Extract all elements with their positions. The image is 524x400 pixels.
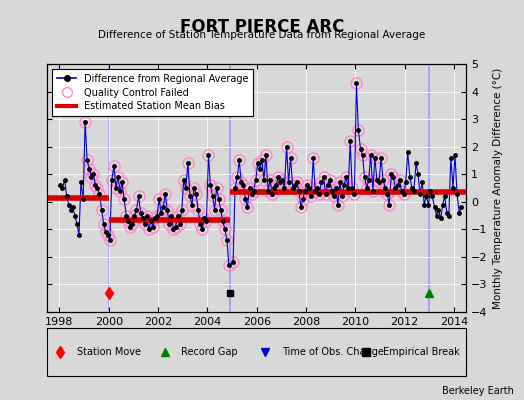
Y-axis label: Monthly Temperature Anomaly Difference (°C): Monthly Temperature Anomaly Difference (…	[493, 67, 503, 309]
Text: Station Move: Station Move	[77, 347, 140, 357]
Text: Berkeley Earth: Berkeley Earth	[442, 386, 514, 396]
Text: Record Gap: Record Gap	[181, 347, 238, 357]
Text: Difference of Station Temperature Data from Regional Average: Difference of Station Temperature Data f…	[99, 30, 425, 40]
Legend: Difference from Regional Average, Quality Control Failed, Estimated Station Mean: Difference from Regional Average, Qualit…	[52, 69, 254, 116]
Text: Time of Obs. Change: Time of Obs. Change	[282, 347, 384, 357]
Text: FORT PIERCE ARC: FORT PIERCE ARC	[180, 18, 344, 36]
Text: Empirical Break: Empirical Break	[383, 347, 459, 357]
